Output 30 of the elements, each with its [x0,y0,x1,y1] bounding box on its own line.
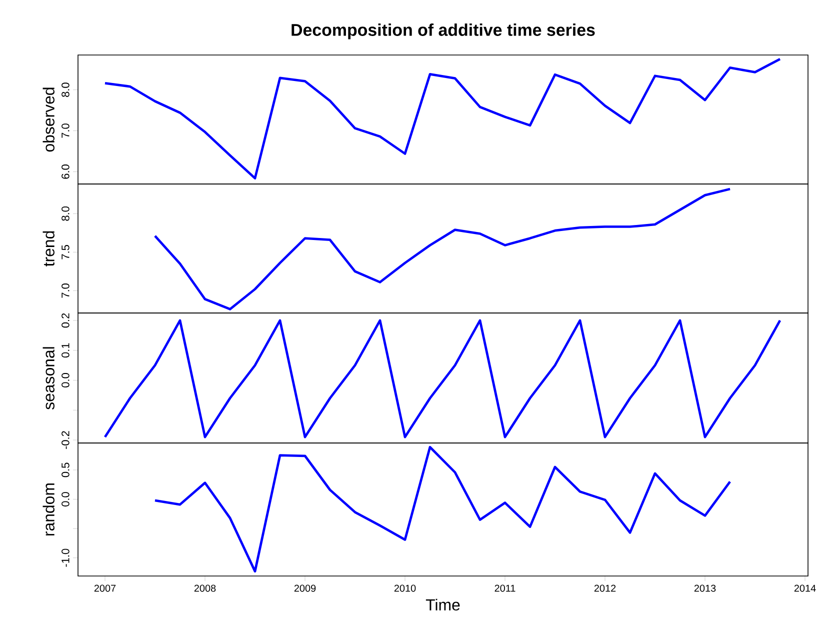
y-tick-label: 0.2 [62,313,70,328]
y-axis-title: trend [42,231,54,266]
x-tick-label: 2014 [794,584,816,592]
y-tick-label: 8.0 [62,82,70,97]
x-tick-label: 2008 [194,584,216,592]
chart-title: Decomposition of additive time series [292,24,595,40]
y-tick-label: 6.0 [62,164,70,179]
x-tick-label: 2012 [594,584,616,592]
x-tick-label: 2009 [294,584,316,592]
x-tick-label: 2011 [494,584,516,592]
line-series [154,446,732,573]
line-series [104,319,782,438]
y-tick-label: 0.1 [62,343,70,358]
y-tick-label: -1.0 [62,548,70,567]
x-tick-label: 2007 [94,584,116,592]
line-series [104,58,782,180]
y-tick-label: 7.5 [62,245,70,260]
y-tick-label: 8.0 [62,206,70,221]
y-axis-title: seasonal [42,347,54,410]
y-tick-label: -0.2 [62,431,70,449]
x-tick-label: 2010 [394,584,416,592]
y-tick-label: 7.0 [62,283,70,298]
y-tick-label: 0.5 [62,462,70,478]
x-axis-title: Time [426,598,460,611]
x-tick-label: 2013 [694,584,716,592]
y-axis-title: observed [42,88,54,152]
y-tick-label: 0.0 [62,492,70,506]
y-tick-label: 0.0 [62,373,70,388]
y-axis-title: random [42,484,54,536]
y-tick-label: 7.0 [62,124,70,138]
